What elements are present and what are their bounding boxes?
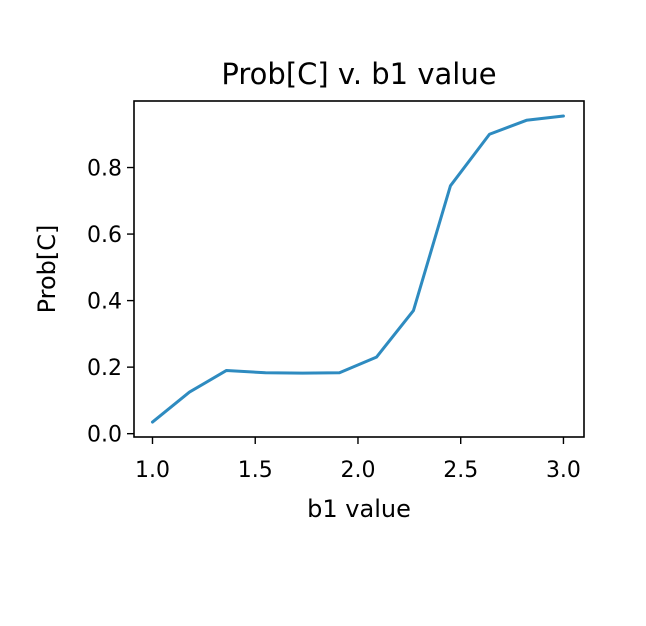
x-tick-label: 1.5 xyxy=(238,458,273,483)
y-tick-label: 0.4 xyxy=(87,290,122,315)
x-tick-label: 1.0 xyxy=(135,458,170,483)
y-axis-label: Prob[C] xyxy=(33,225,61,314)
y-tick-label: 0.2 xyxy=(87,356,122,381)
x-axis-label: b1 value xyxy=(307,495,411,523)
y-axis-ticks: 0.0 0.2 0.4 0.6 0.8 xyxy=(87,157,134,448)
x-tick-label: 2.5 xyxy=(443,458,478,483)
x-tick-label: 2.0 xyxy=(340,458,375,483)
y-tick-label: 0.6 xyxy=(87,223,122,248)
plot-frame xyxy=(133,100,585,438)
series-layer xyxy=(150,114,565,424)
x-tick-label: 3.0 xyxy=(546,458,581,483)
data-series-line xyxy=(150,114,565,424)
y-tick-label: 0.8 xyxy=(87,157,122,182)
y-tick-label: 0.0 xyxy=(87,423,122,448)
chart-title: Prob[C] v. b1 value xyxy=(221,57,496,91)
x-axis-ticks: 1.0 1.5 2.0 2.5 3.0 xyxy=(135,437,581,483)
